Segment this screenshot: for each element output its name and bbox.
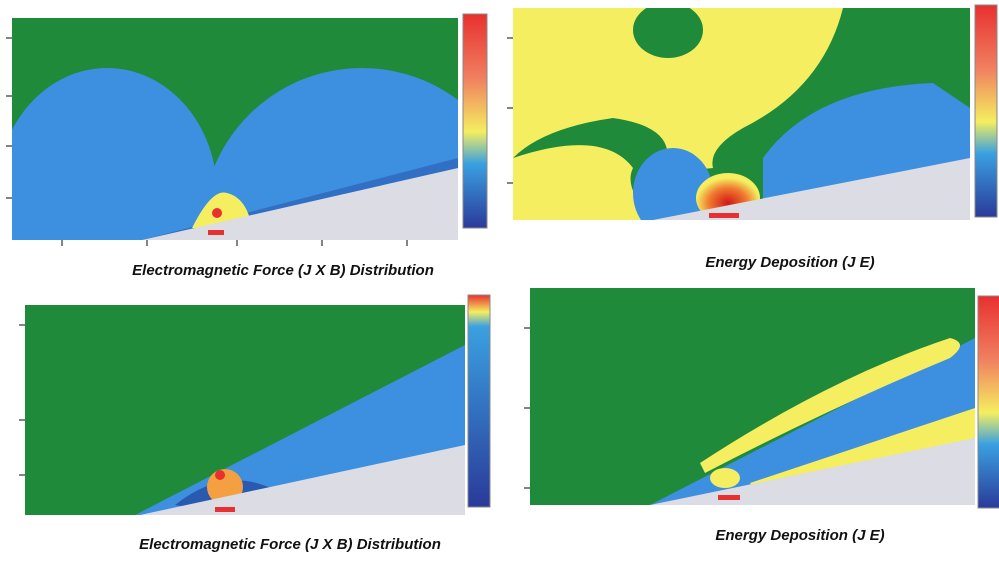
- caption: Energy Deposition (J E): [715, 527, 884, 544]
- caption: Electromagnetic Force (J X B) Distributi…: [132, 262, 434, 279]
- caption: Electromagnetic Force (J X B) Distributi…: [139, 536, 441, 553]
- panel: [507, 4, 998, 220]
- panel: [6, 13, 488, 246]
- panel: [524, 288, 999, 509]
- caption: Energy Deposition (J E): [705, 254, 874, 271]
- panel: [19, 294, 491, 515]
